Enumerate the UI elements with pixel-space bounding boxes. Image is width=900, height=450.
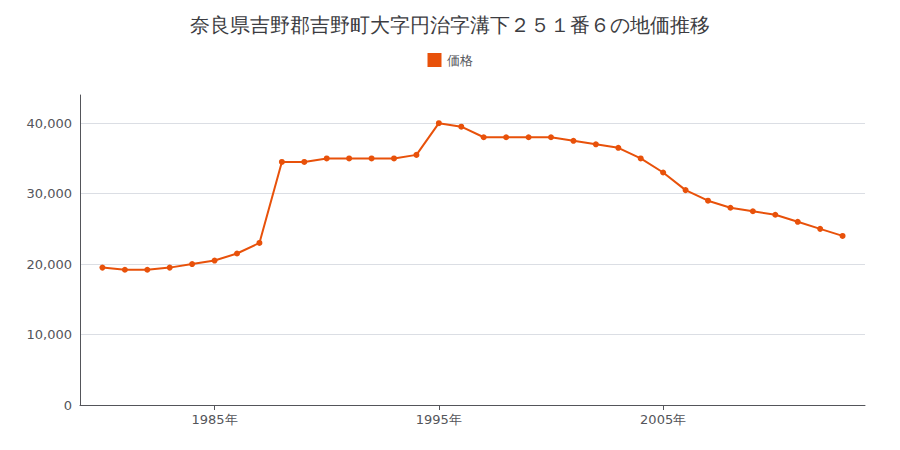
svg-text:1995年: 1995年	[416, 412, 462, 427]
svg-text:10,000: 10,000	[27, 327, 73, 342]
svg-text:40,000: 40,000	[27, 116, 73, 131]
svg-text:2005年: 2005年	[640, 412, 686, 427]
svg-text:奈良県吉野郡吉野町大字円治字溝下２５１番６の地価推移: 奈良県吉野郡吉野町大字円治字溝下２５１番６の地価推移	[190, 13, 710, 37]
svg-text:価格: 価格	[447, 53, 473, 68]
svg-text:1985年: 1985年	[192, 412, 238, 427]
svg-text:30,000: 30,000	[27, 186, 73, 201]
svg-text:0: 0	[64, 398, 72, 413]
svg-text:20,000: 20,000	[27, 257, 73, 272]
